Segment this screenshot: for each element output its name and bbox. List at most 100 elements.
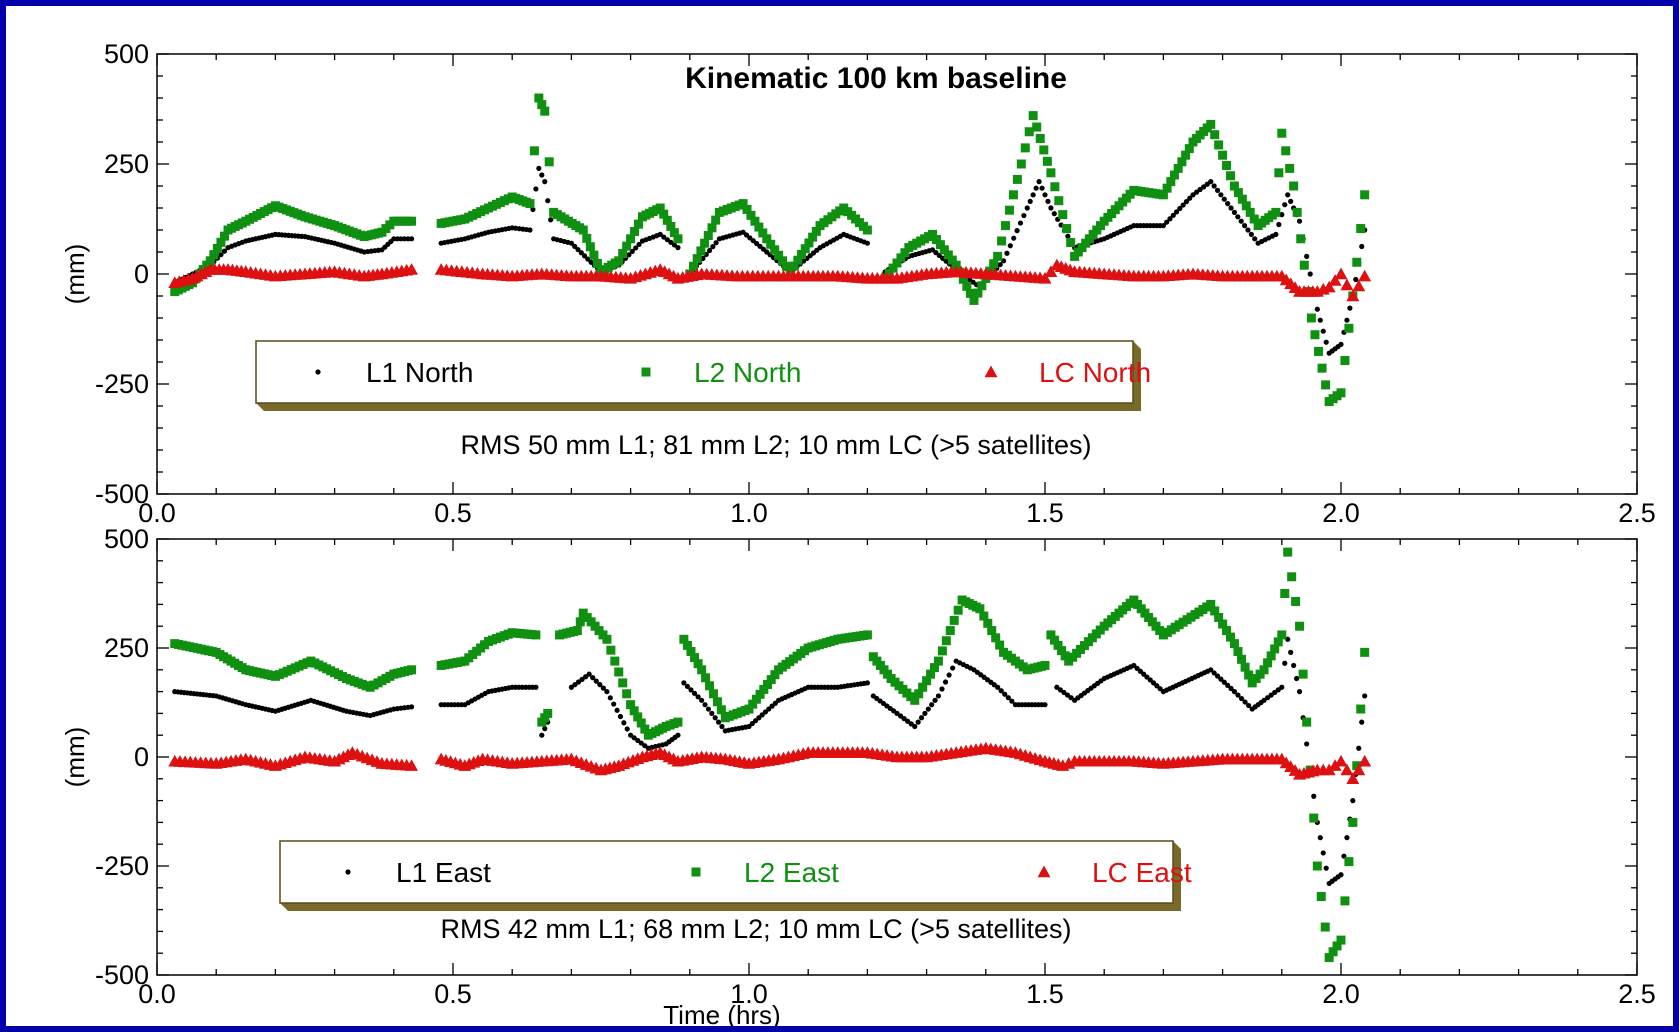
data-point — [585, 256, 591, 262]
data-point — [1317, 363, 1327, 373]
data-point — [862, 225, 872, 235]
data-point — [1233, 188, 1243, 198]
data-point — [1317, 835, 1323, 841]
data-point — [581, 253, 588, 259]
data-point — [1007, 243, 1013, 249]
data-point — [1275, 687, 1281, 693]
data-point — [1210, 130, 1220, 140]
data-point — [1066, 237, 1076, 247]
data-point — [1350, 798, 1356, 804]
data-point — [1228, 205, 1234, 211]
data-point — [216, 237, 226, 247]
data-point — [995, 684, 1001, 690]
data-point — [1336, 935, 1346, 945]
data-point — [1201, 184, 1207, 190]
data-point — [1249, 214, 1259, 224]
data-point — [804, 238, 814, 248]
data-point — [1280, 589, 1290, 598]
legend-marker — [984, 365, 998, 378]
data-point — [633, 219, 643, 229]
data-point — [636, 718, 646, 728]
x-tick-label: 1.0 — [730, 979, 768, 1009]
data-point — [709, 710, 715, 717]
data-point — [977, 281, 987, 291]
data-point — [688, 687, 694, 693]
data-point — [1228, 685, 1234, 692]
data-point — [1016, 159, 1026, 169]
data-point — [585, 242, 595, 252]
data-point — [527, 227, 533, 233]
data-point — [719, 723, 725, 730]
data-point — [1173, 163, 1183, 173]
data-point — [536, 165, 542, 171]
data-point — [579, 676, 585, 682]
data-point — [1042, 702, 1048, 708]
series-lc-east — [168, 741, 1372, 784]
legend-label: LC East — [1092, 857, 1192, 888]
data-point — [708, 689, 718, 699]
data-point — [949, 615, 959, 625]
data-point — [1211, 670, 1217, 676]
data-point — [1362, 693, 1368, 699]
data-point — [1042, 192, 1048, 198]
data-point — [693, 659, 703, 669]
data-point — [398, 236, 404, 242]
data-point — [1000, 258, 1007, 264]
data-point — [1014, 228, 1020, 234]
legend-label: LC North — [1039, 357, 1151, 388]
data-point — [1064, 692, 1071, 698]
data-point — [662, 215, 672, 225]
data-point — [1271, 207, 1281, 217]
data-point — [408, 704, 415, 710]
data-point — [1162, 183, 1172, 193]
data-point — [716, 705, 726, 715]
data-point — [1049, 635, 1059, 645]
data-point — [1030, 192, 1036, 198]
data-point — [1352, 257, 1362, 267]
data-point — [712, 697, 722, 707]
data-point — [918, 715, 925, 721]
data-point — [218, 252, 224, 258]
data-point — [633, 245, 639, 251]
data-point — [1008, 190, 1018, 200]
data-point — [969, 295, 979, 305]
data-point — [578, 225, 588, 235]
data-point — [628, 732, 634, 738]
data-point — [391, 236, 397, 242]
data-point — [1046, 630, 1056, 640]
data-point — [657, 231, 663, 237]
data-point — [918, 682, 928, 692]
data-point — [928, 229, 938, 239]
data-point — [618, 678, 628, 688]
data-point — [1044, 265, 1058, 277]
data-point — [544, 157, 554, 167]
data-point — [1287, 572, 1297, 582]
data-point — [1334, 267, 1348, 280]
data-point — [1190, 192, 1196, 198]
data-point — [979, 611, 989, 621]
data-point — [1323, 865, 1329, 871]
data-point — [590, 675, 596, 681]
data-point — [1347, 305, 1353, 311]
data-point — [700, 238, 710, 248]
data-point — [1288, 649, 1294, 655]
data-point — [995, 640, 1005, 650]
data-point — [1292, 207, 1302, 217]
data-point — [1180, 202, 1186, 208]
data-point — [1222, 626, 1232, 636]
data-point — [592, 258, 602, 268]
chart-panel-1: 0.0 0.5 1.0 1.5 2.0 2.5 500 250 0 -250 -500 (mm) Kin… — [60, 39, 1656, 528]
data-point — [529, 146, 539, 156]
data-point — [539, 732, 545, 738]
series-l1-north — [172, 165, 1368, 356]
data-point — [1170, 212, 1176, 218]
data-point — [1206, 119, 1216, 129]
rms-annotation: RMS 42 mm L1; 68 mm L2; 10 mm LC (>5 sat… — [441, 914, 1072, 944]
data-point — [939, 245, 949, 255]
data-point — [998, 688, 1004, 694]
data-point — [1237, 654, 1247, 664]
data-point — [1346, 772, 1360, 784]
data-point — [689, 261, 698, 271]
x-tick-label: 0.5 — [434, 979, 472, 1009]
x-tick-label: 0.5 — [434, 498, 472, 528]
